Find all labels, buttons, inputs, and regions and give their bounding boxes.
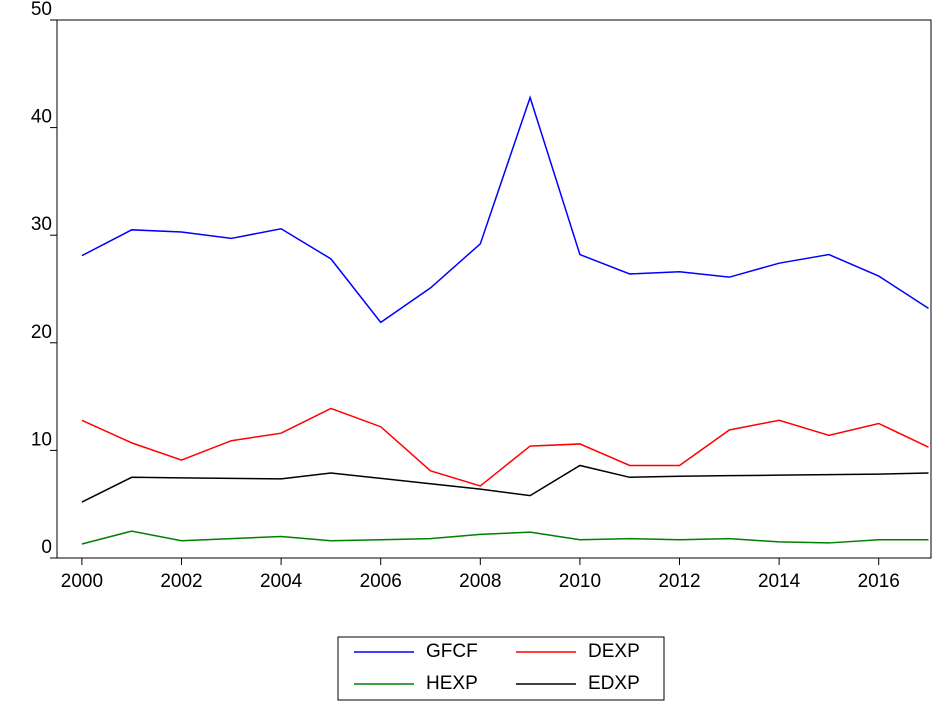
x-tick-label: 2000 <box>61 571 103 592</box>
legend-label: GFCF <box>426 641 478 662</box>
series-line <box>81 464 929 503</box>
legend-box <box>337 636 665 701</box>
x-tick-label: 2004 <box>260 571 303 592</box>
x-tick-label: 2016 <box>858 571 900 592</box>
plot-frame <box>56 19 932 559</box>
y-tick-label: 10 <box>31 429 52 450</box>
y-tick-label: 0 <box>41 537 52 558</box>
legend-label: DEXP <box>588 641 640 662</box>
legend-label: EDXP <box>588 673 640 694</box>
y-tick-label: 50 <box>31 0 52 20</box>
y-tick-label: 20 <box>31 322 52 343</box>
x-tick-label: 2008 <box>459 571 501 592</box>
y-tick-label: 40 <box>31 107 52 128</box>
series-line <box>81 530 929 545</box>
x-tick-label: 2012 <box>658 571 700 592</box>
y-tick-label: 30 <box>31 214 52 235</box>
x-tick-label: 2010 <box>559 571 601 592</box>
series-line <box>81 407 929 487</box>
legend-label: HEXP <box>426 673 478 694</box>
x-tick-label: 2006 <box>360 571 402 592</box>
x-tick-label: 2014 <box>758 571 801 592</box>
series-line <box>81 95 929 324</box>
x-tick-label: 2002 <box>160 571 202 592</box>
